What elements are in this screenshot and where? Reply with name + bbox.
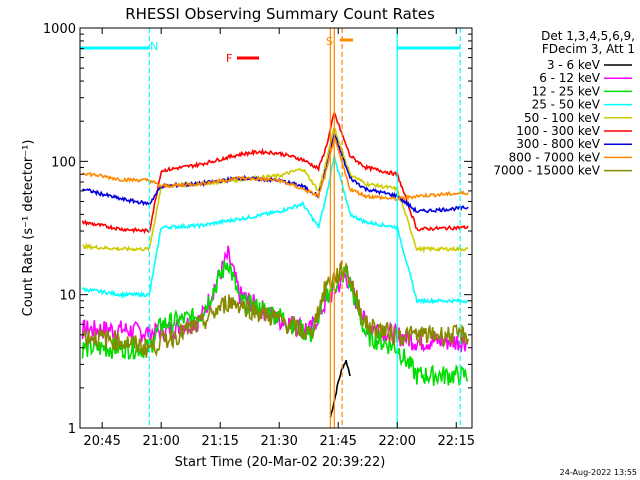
legend-label: 3 - 6 keV xyxy=(547,58,601,72)
x-tick-label: 22:15 xyxy=(438,434,475,449)
x-tick-label: 21:15 xyxy=(201,434,238,449)
legend: Det 1,3,4,5,6,9, FDecim 3, Att 1 3 - 6 k… xyxy=(493,29,635,178)
legend-label: 25 - 50 keV xyxy=(532,98,601,112)
footer-date: 24-Aug-2022 13:55 xyxy=(560,468,637,477)
series-layer xyxy=(81,110,469,418)
y-tick-label: 1 xyxy=(68,422,76,437)
x-tick-label: 20:45 xyxy=(83,434,120,449)
y-tick-label: 10 xyxy=(59,289,76,304)
x-tick-label: 22:00 xyxy=(379,434,416,449)
x-axis: 20:45 21:00 21:15 21:30 21:45 22:00 22:15 xyxy=(83,28,475,449)
x-tick-label: 21:00 xyxy=(142,434,179,449)
y-tick-label: 100 xyxy=(51,155,76,170)
plot-frame xyxy=(79,27,473,429)
x-tick-label: 21:30 xyxy=(260,434,297,449)
night-marker-label: N xyxy=(150,40,158,53)
legend-label: 50 - 100 keV xyxy=(524,111,601,125)
series-line-8 xyxy=(82,259,469,358)
legend-label: 100 - 300 keV xyxy=(516,124,600,138)
series-line-4 xyxy=(82,126,469,254)
legend-label: 7000 - 15000 keV xyxy=(493,164,600,178)
legend-label: 800 - 7000 keV xyxy=(509,150,601,164)
legend-label: 300 - 800 keV xyxy=(516,137,600,151)
series-line-2 xyxy=(81,260,469,387)
legend-header-line-1: Det 1,3,4,5,6,9, xyxy=(541,29,635,43)
legend-header-line-2: FDecim 3, Att 1 xyxy=(542,42,635,56)
y-axis: 1 10 100 1000 xyxy=(43,22,472,437)
y-tick-label: 1000 xyxy=(43,22,76,37)
x-axis-label: Start Time (20-Mar-02 20:39:22) xyxy=(175,455,386,470)
flare-marker-label: F xyxy=(226,52,232,65)
marker-layer xyxy=(80,28,461,428)
chart-title: RHESSI Observing Summary Count Rates xyxy=(125,5,435,23)
legend-label: 6 - 12 keV xyxy=(539,71,601,85)
y-axis-label: Count Rate (s⁻¹ detector⁻¹) xyxy=(21,140,36,317)
legend-label: 12 - 25 keV xyxy=(532,84,601,98)
saa-marker-label: S xyxy=(326,35,333,48)
series-line-3 xyxy=(81,155,469,305)
series-line-6 xyxy=(81,131,469,214)
x-tick-label: 21:45 xyxy=(319,434,356,449)
series-line-5 xyxy=(81,110,469,235)
series-line-0 xyxy=(329,359,351,418)
series-line-7 xyxy=(82,136,469,202)
